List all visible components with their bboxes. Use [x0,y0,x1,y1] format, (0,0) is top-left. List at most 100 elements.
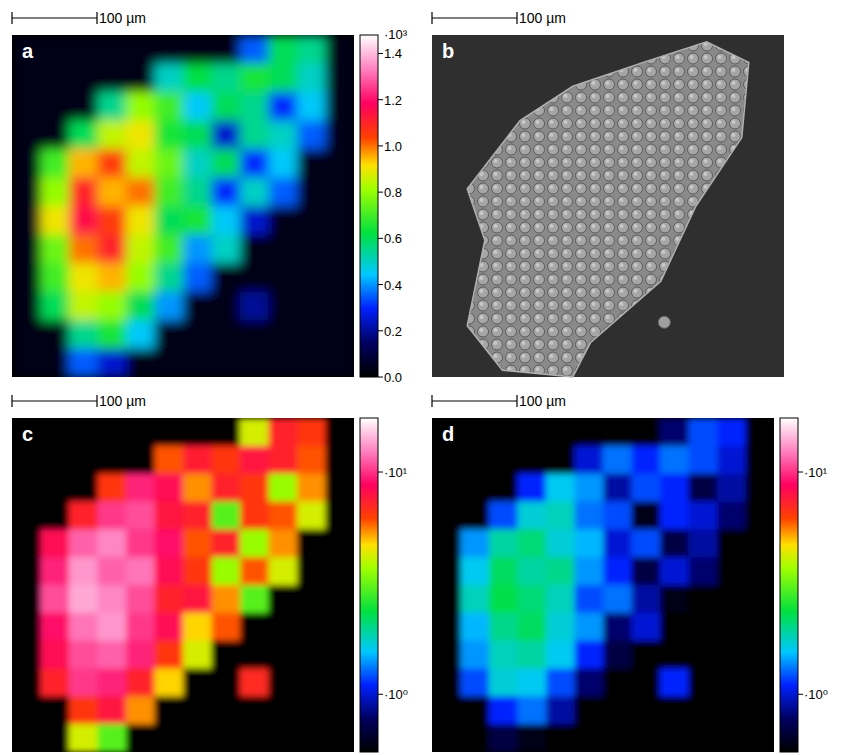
colorbar-tick [378,377,383,378]
cell [297,724,326,752]
cell [518,669,547,697]
cell [155,585,184,613]
cell [575,613,604,641]
cell [69,446,98,474]
cell [12,92,41,121]
cell [12,529,41,557]
cell [41,529,70,557]
cell [717,669,746,697]
cell [297,320,326,349]
cell [98,292,127,321]
scale-bar: 100 µm [432,393,566,409]
colorbar-tick-label: ·10¹ [804,465,828,480]
cell [126,724,155,752]
cell [12,446,41,474]
cell [126,206,155,235]
cell [461,696,490,724]
cell [660,641,689,669]
colorbar-tick-label: 0.0 [384,370,402,385]
cell [41,121,70,150]
cell [98,121,127,150]
cell [155,641,184,669]
cell [746,641,775,669]
cell [69,474,98,502]
cell [660,529,689,557]
cell [461,641,490,669]
image-background [12,418,354,752]
cell [69,149,98,178]
colorbar-tick-label: ·10⁰ [384,687,408,702]
cell [689,418,718,446]
cell [717,613,746,641]
colorbar-tick [378,145,383,146]
cell [326,349,355,378]
cell [212,235,241,264]
cell [212,349,241,378]
cell [297,446,326,474]
cell [155,149,184,178]
cell [240,696,269,724]
cell [326,178,355,207]
cell [489,557,518,585]
cell [12,474,41,502]
scale-bar-label: 100 µm [519,393,566,409]
cell [689,641,718,669]
colorbar: ·10¹·10⁰ [360,418,408,752]
cell [689,585,718,613]
cell [546,585,575,613]
cell [518,641,547,669]
cell [489,696,518,724]
cell [126,349,155,378]
cell [98,696,127,724]
cell [69,121,98,150]
cell [240,613,269,641]
cell [69,724,98,752]
cell [660,446,689,474]
cell [12,178,41,207]
scale-bar-label: 100 µm [99,393,146,409]
cell [432,418,461,446]
cell [518,724,547,752]
cell [240,529,269,557]
cell [98,92,127,121]
cell [689,696,718,724]
cell [183,724,212,752]
cell [69,64,98,93]
cell [240,121,269,150]
cell [518,446,547,474]
cell [717,557,746,585]
cell [12,613,41,641]
cell [632,557,661,585]
cell [269,613,298,641]
cell [155,696,184,724]
cell [297,178,326,207]
cell [326,418,355,446]
cell [41,418,70,446]
cell [660,613,689,641]
cell [432,585,461,613]
cell [660,418,689,446]
cell [297,349,326,378]
cell [126,292,155,321]
cell [689,557,718,585]
cell [98,529,127,557]
cell [69,235,98,264]
cell [212,320,241,349]
cell [183,149,212,178]
cell [183,502,212,530]
cell [546,502,575,530]
cell [155,724,184,752]
cell [183,206,212,235]
cell [240,235,269,264]
cell [212,418,241,446]
cell [326,613,355,641]
cell [546,474,575,502]
cell [183,349,212,378]
cell [183,696,212,724]
cell [212,35,241,64]
cell [575,696,604,724]
cell [240,64,269,93]
cell [155,35,184,64]
cell [155,64,184,93]
cell [269,474,298,502]
